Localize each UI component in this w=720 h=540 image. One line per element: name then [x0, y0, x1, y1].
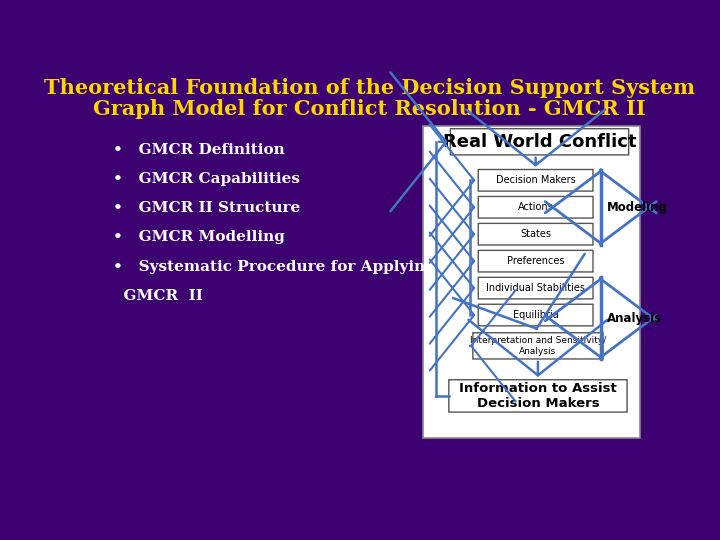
Text: •   GMCR Modelling: • GMCR Modelling — [113, 230, 285, 244]
Text: Decision Makers: Decision Makers — [496, 176, 575, 185]
Text: GMCR  II: GMCR II — [113, 289, 203, 303]
Text: Preferences: Preferences — [507, 256, 564, 266]
Text: States: States — [520, 229, 551, 239]
Text: Individual Stabilities: Individual Stabilities — [486, 283, 585, 293]
Text: Equilibria: Equilibria — [513, 310, 559, 320]
FancyBboxPatch shape — [478, 197, 593, 218]
Text: •   Systematic Procedure for Applying: • Systematic Procedure for Applying — [113, 260, 436, 274]
Text: Information to Assist
Decision Makers: Information to Assist Decision Makers — [459, 382, 617, 410]
Text: Interpretation and Sensitivity/
Analysis: Interpretation and Sensitivity/ Analysis — [470, 336, 606, 355]
Text: Graph Model for Conflict Resolution - GMCR II: Graph Model for Conflict Resolution - GM… — [93, 99, 645, 119]
Text: •   GMCR Capabilities: • GMCR Capabilities — [113, 172, 300, 186]
FancyBboxPatch shape — [478, 278, 593, 299]
FancyBboxPatch shape — [478, 251, 593, 272]
FancyBboxPatch shape — [478, 170, 593, 191]
Text: Analysis: Analysis — [607, 312, 662, 325]
FancyBboxPatch shape — [478, 224, 593, 245]
Text: •   GMCR Definition: • GMCR Definition — [113, 143, 285, 157]
Text: Theoretical Foundation of the Decision Support System: Theoretical Foundation of the Decision S… — [43, 78, 695, 98]
Text: •   GMCR II Structure: • GMCR II Structure — [113, 201, 300, 215]
FancyBboxPatch shape — [478, 304, 593, 326]
Text: Actions: Actions — [518, 202, 554, 212]
Text: Modeling: Modeling — [607, 201, 668, 214]
FancyBboxPatch shape — [450, 129, 629, 155]
FancyBboxPatch shape — [473, 333, 603, 359]
Text: Real World Conflict: Real World Conflict — [443, 133, 636, 151]
FancyBboxPatch shape — [423, 126, 640, 438]
FancyBboxPatch shape — [449, 380, 627, 412]
